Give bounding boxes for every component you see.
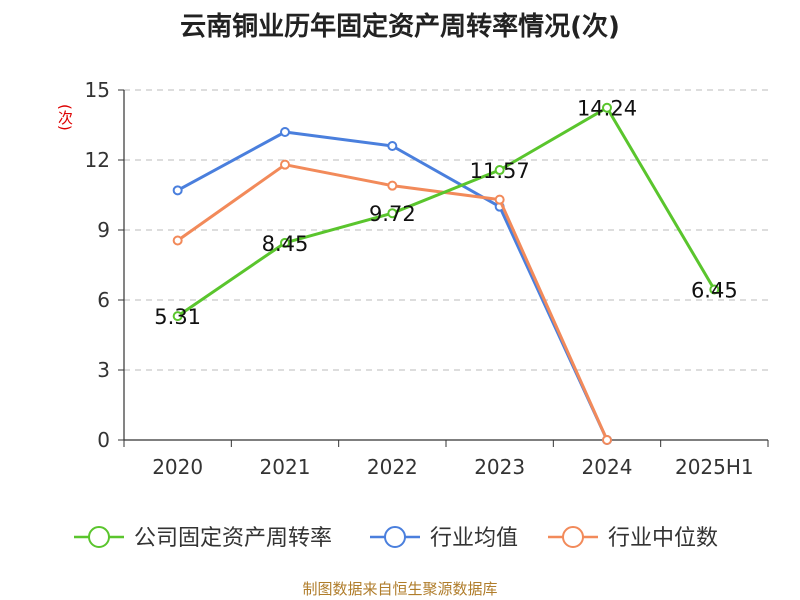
y-tick-label: 6 xyxy=(97,288,110,312)
series-line xyxy=(176,106,716,318)
y-tick-label: 0 xyxy=(97,428,110,452)
y-tick-label: 12 xyxy=(85,148,110,172)
legend-label: 公司固定资产周转率 xyxy=(134,526,332,551)
x-tick-label: 2022 xyxy=(367,455,418,479)
data-source: 制图数据来自恒生聚源数据库 xyxy=(302,580,498,598)
data-point xyxy=(280,237,290,248)
data-label: 9.72 xyxy=(369,202,416,226)
data-point xyxy=(602,102,612,113)
data-point xyxy=(602,435,612,445)
data-point xyxy=(709,284,720,295)
data-point xyxy=(172,311,183,322)
x-tick-label: 2023 xyxy=(474,455,525,479)
legend-marker xyxy=(88,526,110,548)
data-point xyxy=(172,235,183,246)
data-label: 11.57 xyxy=(470,159,530,183)
x-tick-label: 2020 xyxy=(152,455,203,479)
data-label: 6.45 xyxy=(691,279,738,303)
data-point xyxy=(387,141,398,151)
data-label: 8.45 xyxy=(262,232,309,256)
chart-title: 云南铜业历年固定资产周转率情况(次) xyxy=(180,12,620,42)
data-label: 14.24 xyxy=(577,97,637,121)
data-point xyxy=(387,208,398,219)
data-point xyxy=(280,159,290,170)
legend-label: 行业中位数 xyxy=(608,526,718,551)
data-point xyxy=(387,180,398,191)
data-point xyxy=(172,185,183,196)
y-tick-label: 15 xyxy=(85,78,110,102)
series-line xyxy=(176,130,609,441)
legend-marker xyxy=(384,526,406,548)
data-point xyxy=(494,194,505,205)
y-tick-label: 3 xyxy=(97,358,110,382)
data-point xyxy=(494,165,505,176)
y-axis-unit: (次) xyxy=(56,104,74,131)
legend-label: 行业均值 xyxy=(430,526,518,551)
legend-marker xyxy=(562,526,584,548)
data-point xyxy=(280,127,290,137)
y-tick-label: 9 xyxy=(97,218,110,242)
data-label: 5.31 xyxy=(154,305,201,329)
x-tick-label: 2021 xyxy=(260,455,311,479)
x-tick-label: 2025H1 xyxy=(675,455,754,479)
x-tick-label: 2024 xyxy=(582,455,633,479)
